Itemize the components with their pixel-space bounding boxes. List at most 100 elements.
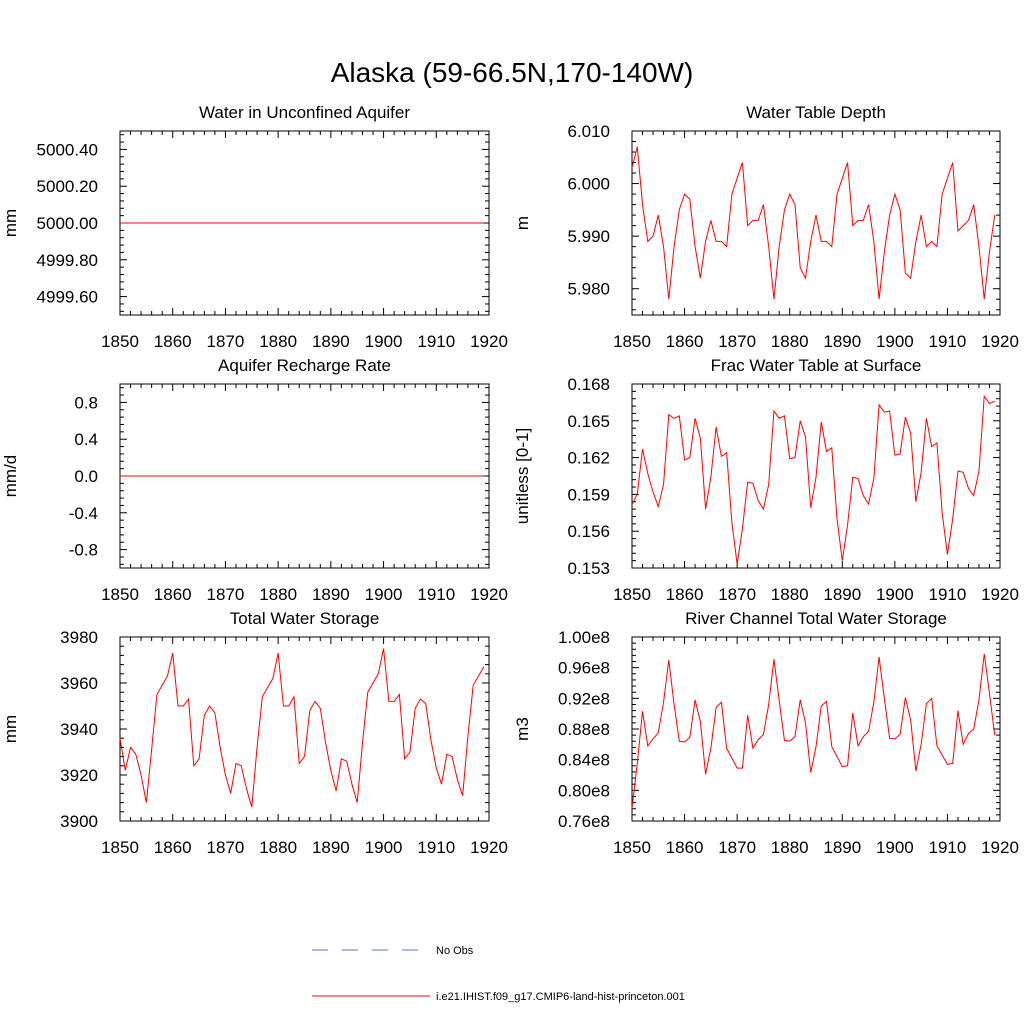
panel-title: Water in Unconfined Aquifer [199,103,410,122]
x-tick-label: 1870 [207,838,245,857]
panel-4: Frac Water Table at Surface unitless [0-1… [513,356,1019,604]
legend: No Obs i.e21.IHIST.f09_g17.CMIP6-land-hi… [312,945,685,1003]
y-tick-label: 0.84e8 [558,751,610,770]
y-tick-label: 0.156 [567,522,610,541]
x-tick-label: 1920 [981,332,1019,351]
y-axis-label: mm [1,209,20,237]
x-tick-label: 1910 [929,332,967,351]
y-tick-label: 0.8 [74,393,98,412]
y-tick-label: -0.8 [69,541,98,560]
y-tick-label: 4999.60 [37,288,98,307]
y-tick-label: 5000.20 [37,177,98,196]
x-tick-label: 1850 [613,585,651,604]
series-line [631,146,996,300]
x-tick-label: 1850 [101,838,139,857]
legend-label-no-obs: No Obs [436,945,474,957]
x-tick-label: 1860 [666,585,704,604]
x-tick-label: 1890 [823,332,861,351]
x-tick-label: 1900 [365,332,403,351]
x-tick-label: 1900 [876,585,914,604]
y-tick-label: 3980 [60,628,98,647]
y-tick-label: 0.80e8 [558,781,610,800]
y-tick-label: 0.92e8 [558,689,610,708]
x-tick-label: 1910 [417,332,455,351]
x-tick-label: 1850 [613,838,651,857]
x-tick-label: 1900 [365,585,403,604]
y-tick-label: 1.00e8 [558,628,610,647]
y-axis-label: unitless [0-1] [513,428,532,524]
y-tick-label: 3900 [60,812,98,831]
panel-title: Aquifer Recharge Rate [218,356,391,375]
x-tick-label: 1890 [823,585,861,604]
x-tick-label: 1900 [365,838,403,857]
panel-6: River Channel Total Water Storage m3 1850 1… [513,609,1019,857]
x-tick-label: 1860 [154,838,192,857]
y-tick-label: 5.980 [567,280,610,299]
panels: Water in Unconfined Aquifer mm 1850 1860 187… [1,103,1019,857]
x-tick-label: 1920 [470,585,508,604]
series-line [631,394,995,565]
x-tick-label: 1920 [981,838,1019,857]
y-axis-label: m [513,216,532,230]
y-tick-label: 3960 [60,674,98,693]
plot-frame [631,383,1001,569]
plot-frame [119,636,490,822]
panel-title: Water Table Depth [746,103,886,122]
x-tick-label: 1910 [417,585,455,604]
y-tick-label: 6.010 [567,122,610,141]
y-tick-label: -0.4 [69,504,98,523]
x-tick-label: 1900 [876,838,914,857]
legend-label-model: i.e21.IHIST.f09_g17.CMIP6-land-hist-prin… [436,991,685,1003]
x-tick-label: 1850 [101,332,139,351]
x-tick-label: 1910 [929,838,967,857]
y-tick-label: 3940 [60,720,98,739]
y-tick-label: 3920 [60,766,98,785]
x-tick-label: 1850 [101,585,139,604]
x-tick-label: 1860 [154,585,192,604]
x-tick-label: 1890 [312,585,350,604]
plot-frame [631,636,1001,822]
x-tick-label: 1890 [312,838,350,857]
figure-title: Alaska (59-66.5N,170-140W) [331,57,694,88]
x-tick-label: 1880 [259,585,297,604]
y-tick-label: 0.162 [567,449,610,468]
x-tick-label: 1890 [823,838,861,857]
y-tick-label: 0.96e8 [558,659,610,678]
y-tick-label: 6.000 [567,175,610,194]
panel-2: Water Table Depth m 1850 1860 1870 1880 1890 19… [513,103,1019,351]
panel-title: Total Water Storage [230,609,380,628]
x-tick-label: 1920 [470,838,508,857]
y-tick-label: 5000.00 [37,214,98,233]
y-tick-label: 0.153 [567,559,610,578]
x-tick-label: 1920 [981,585,1019,604]
x-tick-label: 1860 [666,332,704,351]
y-axis-label: m3 [513,717,532,741]
x-tick-label: 1870 [718,332,756,351]
panel-title: River Channel Total Water Storage [685,609,947,628]
panel-3: Aquifer Recharge Rate mm/d 1850 1860 1870 188… [1,356,508,604]
x-tick-label: 1880 [771,332,809,351]
x-tick-label: 1870 [207,332,245,351]
x-tick-label: 1870 [207,585,245,604]
y-tick-label: 5.990 [567,227,610,246]
x-tick-label: 1880 [259,838,297,857]
x-tick-label: 1910 [417,838,455,857]
x-tick-label: 1870 [718,838,756,857]
x-tick-label: 1850 [613,332,651,351]
y-tick-label: 0.88e8 [558,720,610,739]
x-tick-label: 1900 [876,332,914,351]
x-tick-label: 1920 [470,332,508,351]
x-tick-label: 1860 [154,332,192,351]
y-tick-label: 0.4 [74,430,98,449]
series-line [119,648,485,808]
y-axis-label: mm/d [1,455,20,498]
panel-1: Water in Unconfined Aquifer mm 1850 1860 187… [1,103,508,351]
y-axis-label: mm [1,715,20,743]
x-tick-label: 1860 [666,838,704,857]
y-tick-label: 0.159 [567,485,610,504]
y-tick-label: 4999.80 [37,251,98,270]
plot-frame [631,130,1001,316]
y-tick-label: 0.168 [567,375,610,394]
x-tick-label: 1880 [259,332,297,351]
